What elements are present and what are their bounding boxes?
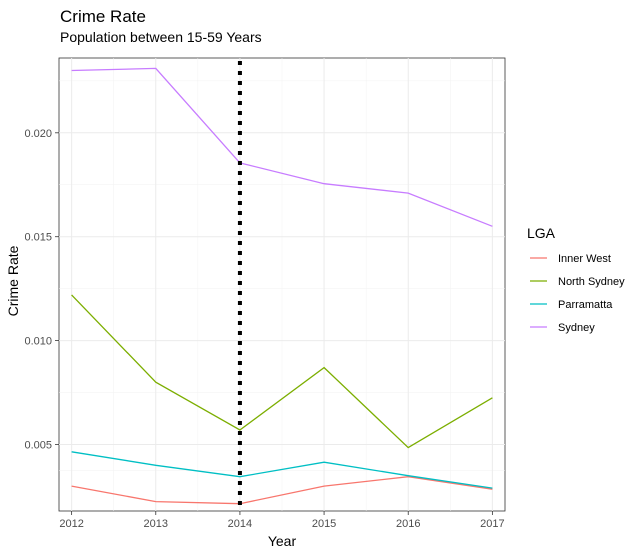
y-tick-label: 0.005 — [24, 440, 52, 452]
x-axis-ticks: 2012 2013 2014 2015 2016 2017 — [59, 511, 505, 530]
chart-subtitle: Population between 15-59 Years — [60, 29, 262, 45]
series-line-parramatta — [71, 451, 493, 489]
legend-items: Inner West North Sydney Parramatta Sydney — [530, 253, 625, 334]
series-line-sydney — [71, 67, 493, 227]
x-tick-label: 2013 — [144, 518, 168, 530]
legend-label: Inner West — [558, 253, 611, 265]
legend-label: Sydney — [558, 322, 595, 334]
legend: LGA Inner West North Sydney Parramatta Sydn… — [527, 225, 625, 334]
y-axis-title: Crime Rate — [5, 245, 21, 316]
x-tick-label: 2015 — [312, 518, 336, 530]
x-tick-label: 2016 — [396, 518, 420, 530]
x-tick-label: 2017 — [480, 518, 504, 530]
series-lines — [71, 67, 493, 505]
chart-title: Crime Rate — [60, 7, 146, 26]
y-tick-label: 0.010 — [24, 336, 52, 348]
minor-gridlines — [59, 58, 505, 511]
y-axis-ticks: 0.005 0.010 0.015 0.020 — [24, 128, 59, 452]
x-axis-title: Year — [268, 533, 297, 549]
y-tick-label: 0.015 — [24, 232, 52, 244]
series-line-inner-west — [71, 476, 493, 505]
x-tick-label: 2012 — [59, 518, 83, 530]
series-line-north-sydney — [71, 294, 493, 449]
x-tick-label: 2014 — [228, 518, 252, 530]
y-tick-label: 0.020 — [24, 128, 52, 140]
legend-title: LGA — [527, 225, 556, 241]
legend-label: North Sydney — [558, 276, 625, 288]
legend-label: Parramatta — [558, 299, 613, 311]
